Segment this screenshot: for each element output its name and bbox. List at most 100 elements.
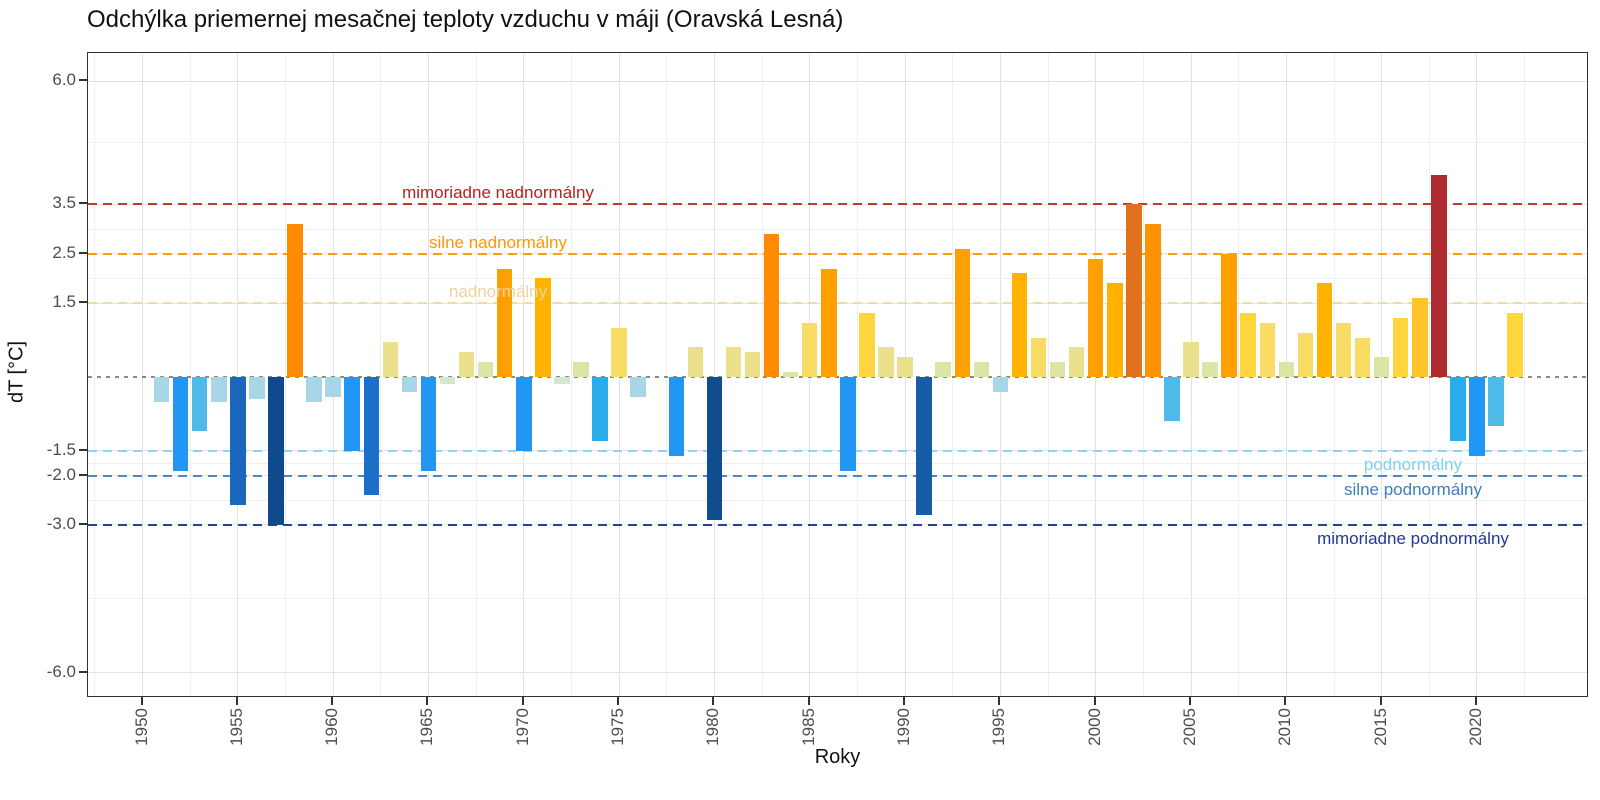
bar-2014 (1354, 337, 1371, 377)
gridline-horizontal (88, 672, 1587, 674)
bar-1971 (535, 278, 551, 377)
gridline-vertical (1333, 53, 1335, 696)
gridline-horizontal (88, 277, 1587, 279)
x-tick-mark (998, 697, 1001, 705)
gridline-vertical (284, 53, 286, 696)
bar-2006 (1202, 362, 1218, 377)
y-tick-label: -1.5 (46, 439, 76, 459)
bar-1994 (973, 362, 990, 377)
gridline-vertical (1047, 53, 1049, 696)
bar-2018 (1431, 174, 1447, 377)
bar-2020 (1469, 377, 1485, 456)
bar-1983 (763, 234, 780, 377)
threshold-label--3: mimoriadne podnormálny (1317, 528, 1509, 548)
bar-1997 (1030, 337, 1047, 377)
bar-1961 (344, 377, 360, 451)
x-tick-label: 2015 (1370, 708, 1390, 746)
x-tick-label: 1980 (703, 708, 723, 746)
bar-2015 (1373, 357, 1390, 377)
bar-1966 (439, 377, 456, 385)
bar-2000 (1087, 258, 1104, 377)
bar-1998 (1049, 362, 1066, 377)
bar-1954 (211, 377, 227, 402)
bar-1969 (496, 268, 513, 377)
bar-1952 (172, 377, 189, 471)
y-tick-label: -6.0 (46, 661, 76, 681)
x-tick-mark (331, 697, 334, 705)
bar-1964 (401, 377, 418, 392)
y-axis-title: dT [°C] (5, 340, 28, 404)
x-tick-mark (1284, 697, 1287, 705)
bar-1976 (630, 377, 646, 397)
bar-2016 (1392, 317, 1409, 377)
bar-1963 (382, 342, 399, 377)
y-tick-label: 1.5 (52, 292, 76, 312)
bar-2011 (1297, 332, 1314, 377)
threshold-line-1.5 (88, 302, 1587, 305)
bar-1985 (801, 322, 818, 377)
bar-1953 (191, 377, 208, 432)
x-tick-label: 1970 (512, 708, 532, 746)
x-tick-mark (1474, 697, 1477, 705)
x-tick-mark (807, 697, 810, 705)
x-tick-mark (521, 697, 524, 705)
bar-2001 (1107, 283, 1123, 377)
threshold-line--2 (88, 474, 1587, 477)
gridline-horizontal (88, 598, 1587, 600)
gridline-vertical (94, 53, 96, 696)
x-tick-label: 1955 (226, 708, 246, 746)
gridline-vertical (380, 53, 382, 696)
bar-1986 (821, 268, 837, 377)
y-tick-label: 6.0 (52, 70, 76, 90)
x-tick-mark (1189, 697, 1192, 705)
bar-2007 (1221, 253, 1237, 377)
gridline-vertical (1238, 53, 1240, 696)
bar-1970 (516, 377, 532, 451)
x-tick-label: 1960 (322, 708, 342, 746)
bar-1989 (878, 347, 894, 377)
bar-2021 (1488, 377, 1504, 427)
gridline-horizontal (88, 462, 1587, 464)
x-tick-label: 2020 (1465, 708, 1485, 746)
y-tick-label: -3.0 (46, 513, 76, 533)
y-tick-mark (79, 301, 87, 304)
gridline-vertical (856, 53, 858, 696)
bar-2008 (1240, 312, 1256, 377)
bar-1978 (668, 377, 685, 456)
gridline-vertical (666, 53, 668, 696)
y-tick-label: -2.0 (46, 464, 76, 484)
gridline-vertical (570, 53, 572, 696)
gridline-vertical (999, 53, 1001, 696)
y-tick-label: 3.5 (52, 193, 76, 213)
gridline-horizontal (88, 142, 1587, 144)
gridline-vertical (237, 53, 239, 696)
bar-1965 (420, 377, 437, 471)
y-tick-mark (79, 202, 87, 205)
bar-2010 (1278, 362, 1295, 377)
x-tick-label: 1995 (989, 708, 1009, 746)
bar-1973 (573, 362, 589, 377)
bar-1990 (897, 357, 913, 377)
bar-1979 (687, 347, 704, 377)
plot-panel: mimoriadne nadnormálny silne nadnormálny n… (87, 52, 1588, 697)
bar-1987 (840, 377, 856, 471)
bar-1984 (782, 372, 799, 377)
bar-1975 (611, 327, 627, 377)
gridline-horizontal (88, 499, 1587, 501)
gridline-vertical (1428, 53, 1430, 696)
bar-1988 (859, 312, 875, 377)
gridline-vertical (1476, 53, 1478, 696)
bar-1991 (916, 377, 932, 516)
bar-1993 (954, 248, 970, 377)
x-tick-label: 1985 (798, 708, 818, 746)
y-tick-label: 2.5 (52, 242, 76, 262)
gridline-vertical (475, 53, 477, 696)
threshold-line--3 (88, 523, 1587, 526)
x-tick-label: 1975 (608, 708, 628, 746)
bar-1962 (363, 377, 380, 496)
gridline-horizontal (88, 228, 1587, 230)
threshold-line-2.5 (88, 252, 1587, 255)
y-tick-mark (79, 79, 87, 82)
x-axis-title: Roky (814, 746, 861, 768)
threshold-label-1.5: nadnormálny (448, 282, 548, 302)
